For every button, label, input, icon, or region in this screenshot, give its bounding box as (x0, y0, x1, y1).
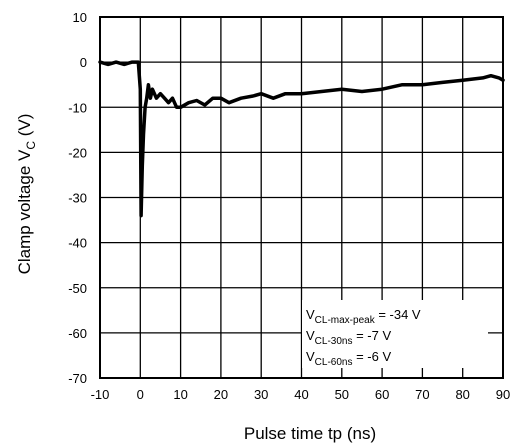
x-axis-label: Pulse time tp (ns) (244, 424, 376, 443)
y-tick-label: -30 (68, 191, 87, 206)
x-tick-label: 20 (214, 387, 228, 402)
y-tick-label: -10 (68, 100, 87, 115)
x-tick-label: 70 (415, 387, 429, 402)
y-tick-label: 10 (73, 10, 87, 25)
y-tick-label: -20 (68, 145, 87, 160)
y-tick-label: -60 (68, 326, 87, 341)
x-tick-label: 30 (254, 387, 268, 402)
y-tick-label: -50 (68, 281, 87, 296)
x-tick-label: 60 (375, 387, 389, 402)
x-tick-label: 0 (137, 387, 144, 402)
x-tick-label: 80 (455, 387, 469, 402)
x-tick-labels: -10 0 10 20 30 40 50 60 70 80 90 (91, 387, 511, 402)
y-tick-label: 0 (80, 55, 87, 70)
y-tick-label: -40 (68, 236, 87, 251)
x-tick-label: 50 (335, 387, 349, 402)
annotation-box: VCL-max-peak = -34 V VCL-30ns = -7 V VCL… (302, 300, 488, 368)
y-axis-label: Clamp voltage VC (V) (15, 114, 38, 275)
x-tick-label: -10 (91, 387, 110, 402)
y-tick-labels: 10 0 -10 -20 -30 -40 -50 -60 -70 (68, 10, 87, 386)
x-tick-label: 40 (294, 387, 308, 402)
x-tick-label: 10 (173, 387, 187, 402)
x-tick-label: 90 (496, 387, 510, 402)
y-tick-label: -70 (68, 371, 87, 386)
